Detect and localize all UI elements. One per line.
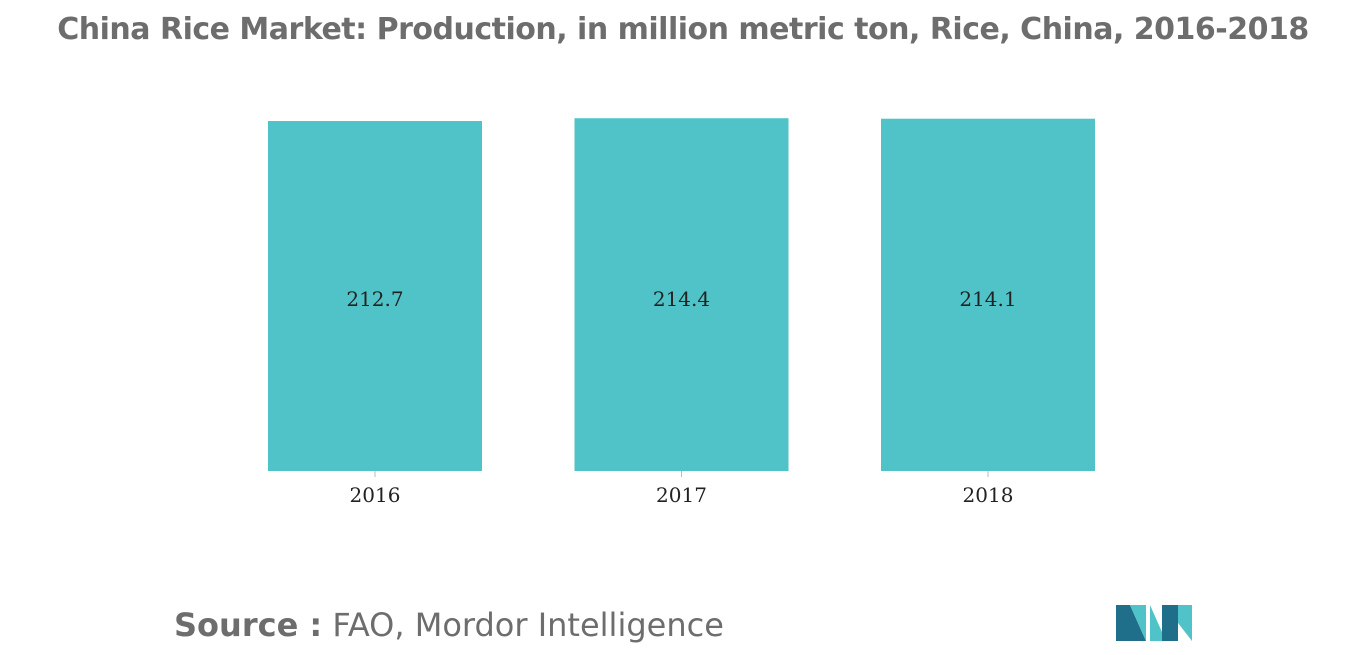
x-tick-label: 2017 [656,483,707,507]
bar-value-label: 214.4 [653,287,710,311]
x-tick-label: 2018 [963,483,1014,507]
x-tick-label: 2016 [350,483,401,507]
source-label: Source : [174,606,323,644]
bar-2018 [881,118,1095,471]
source-text: FAO, Mordor Intelligence [332,606,724,644]
bar-value-label: 212.7 [346,287,403,311]
bar-chart: 212.7 2016 214.4 2017 214.1 2018 [268,118,1095,507]
bar-2016 [268,121,482,472]
bar-value-label: 214.1 [959,287,1016,311]
bar-2017 [574,118,789,472]
source-note: Source : FAO, Mordor Intelligence [174,606,724,644]
chart-title: China Rice Market: Production, in millio… [57,12,1309,47]
mordor-intelligence-logo-icon [1116,605,1192,641]
